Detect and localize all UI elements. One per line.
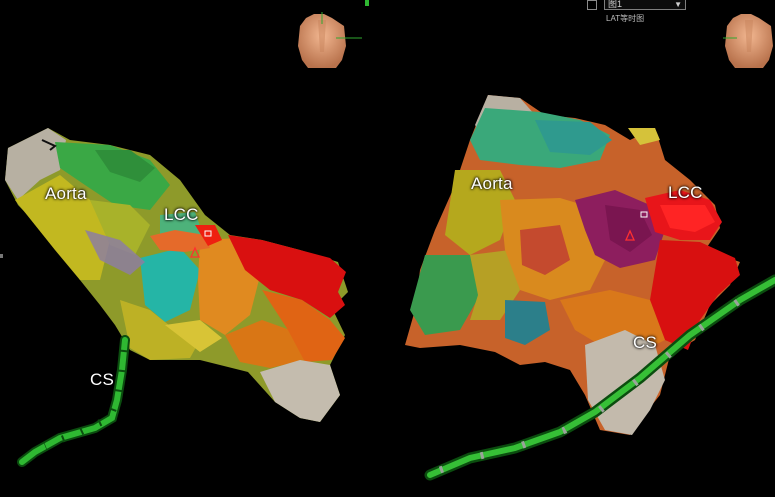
right-heart-map [405,95,740,435]
left-lcc-label: LCC [164,205,199,224]
left-cs-label: CS [90,370,115,389]
left-heart-map [5,128,348,422]
torso-orientation-icon[interactable] [723,14,773,68]
right-lcc-label: LCC [668,183,703,202]
map-select-value: 图1 [608,0,623,9]
torso-orientation-icon[interactable] [298,12,362,68]
left-edge-mark [0,254,3,258]
left-aorta-label: Aorta [45,184,87,203]
dropdown-caret-icon: ▼ [674,0,682,9]
right-aorta-label: Aorta [471,174,513,193]
top-marker [365,0,369,6]
checkbox-icon[interactable] [587,0,597,10]
map-select-dropdown[interactable]: 图1 ▼ [604,0,686,10]
right-cs-catheter [424,274,775,481]
map-subtitle: LAT等时图 [606,14,645,23]
left-cs-catheter [17,335,130,467]
right-cs-label: CS [633,333,658,352]
